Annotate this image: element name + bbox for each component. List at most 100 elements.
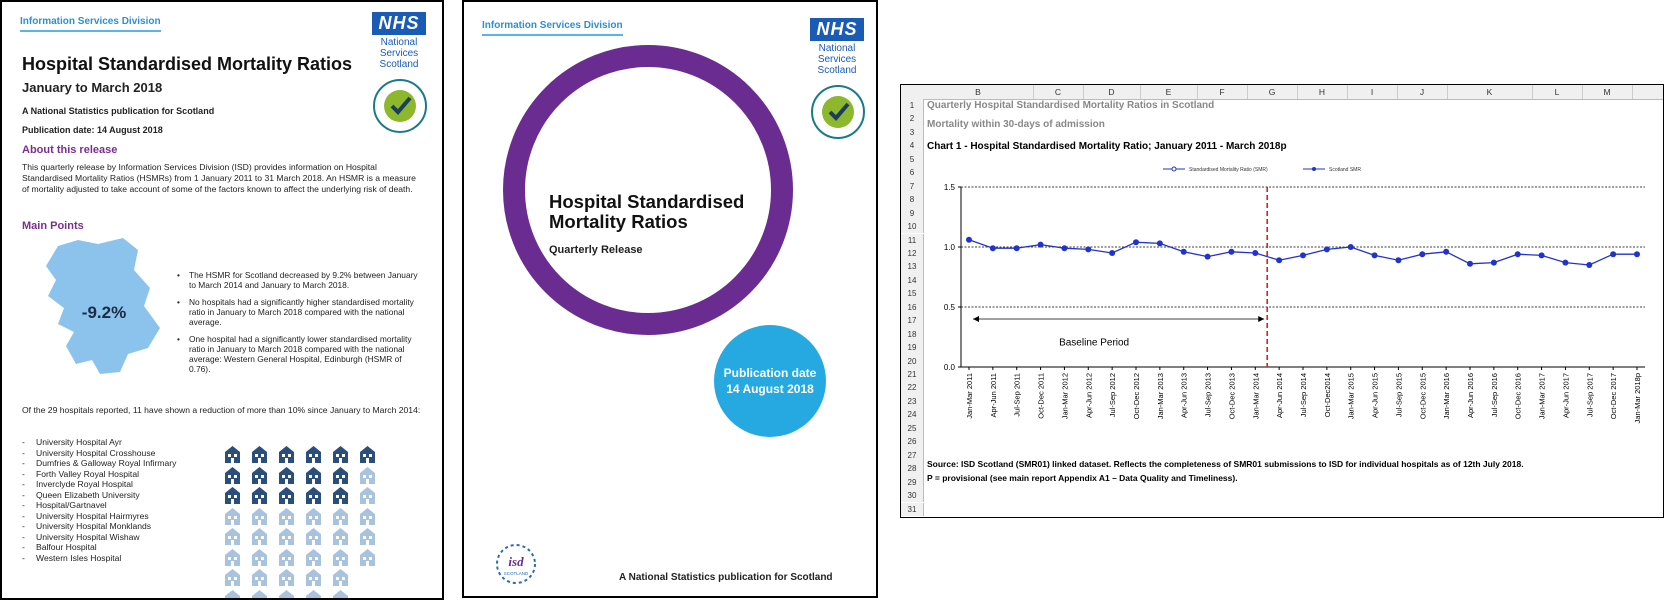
column-header[interactable]: L	[1532, 85, 1583, 99]
data-point	[1300, 252, 1306, 259]
x-tick-label: Jan-Mar 2011	[965, 373, 974, 419]
about-heading: About this release	[22, 144, 118, 156]
hospital-building-icon	[360, 548, 375, 566]
row-header[interactable]: 25	[901, 421, 924, 436]
hospital-building-icon	[225, 548, 240, 566]
row-header[interactable]: 9	[901, 206, 924, 221]
x-tick-label: Oct-Dec 2016	[1514, 373, 1523, 419]
x-tick-label: Oct-Dec 2015	[1418, 373, 1427, 419]
hospital-item: University Hospital Wishaw	[22, 532, 176, 543]
x-tick-label: Jan-Mar 2016	[1442, 373, 1451, 419]
column-header[interactable]: I	[1347, 85, 1398, 99]
hospital-building-icon	[360, 466, 375, 484]
row-header[interactable]: 12	[901, 246, 924, 261]
hospital-building-icon	[225, 446, 240, 463]
column-header[interactable]: G	[1247, 85, 1298, 99]
column-header[interactable]: J	[1397, 85, 1448, 99]
row-header[interactable]: 4	[901, 139, 924, 153]
row-header[interactable]: 7	[901, 179, 924, 194]
x-tick-label: Apr-Jun 2011	[989, 373, 998, 417]
row-header[interactable]: 28	[901, 462, 924, 476]
nhs-logo: NHS National Services Scotland	[806, 18, 868, 76]
row-header[interactable]: 23	[901, 394, 924, 409]
row-header[interactable]: 19	[901, 341, 924, 355]
row-header[interactable]: 22	[901, 381, 924, 395]
data-point	[966, 236, 972, 243]
hospital-building-icon	[225, 569, 240, 586]
data-point	[1180, 248, 1187, 255]
row-header[interactable]: 13	[901, 260, 924, 274]
column-header[interactable]: C	[1033, 85, 1084, 99]
hospital-building-icon	[306, 487, 321, 504]
map-value: -9.2%	[82, 303, 126, 322]
data-point	[1443, 248, 1450, 255]
y-tick-label: 0.0	[944, 363, 956, 372]
icon-row	[224, 507, 376, 526]
data-point	[1013, 245, 1020, 252]
row-header[interactable]: 1	[901, 99, 924, 113]
column-header[interactable]: H	[1297, 85, 1348, 99]
publication-date: Publication date: 14 August 2018	[22, 125, 163, 135]
row-header[interactable]: 5	[901, 152, 924, 167]
main-point: No hospitals had a significantly higher …	[177, 297, 422, 327]
data-point	[1252, 250, 1259, 256]
hospital-building-icon	[306, 466, 321, 484]
row-header[interactable]: 3	[901, 125, 924, 140]
row-header[interactable]: 15	[901, 287, 924, 301]
sheet-subtitle: Mortality within 30-days of admission	[927, 119, 1105, 130]
row-header[interactable]: 8	[901, 193, 924, 207]
x-tick-label: Jul-Sep 2014	[1299, 373, 1308, 417]
row-header[interactable]: 18	[901, 327, 924, 342]
row-header[interactable]: 16	[901, 300, 924, 315]
source-note: Source: ISD Scotland (SMR01) linked data…	[927, 459, 1524, 469]
hospital-building-icon	[279, 548, 294, 566]
main-point: One hospital had a significantly lower s…	[177, 334, 422, 374]
hospital-building-icon	[252, 466, 267, 484]
x-tick-label: Oct-Dec 2012	[1132, 373, 1141, 419]
row-header[interactable]: 31	[901, 502, 924, 516]
row-header[interactable]: 6	[901, 166, 924, 180]
hospital-item: University Hospital Monklands	[22, 521, 176, 532]
hospital-item: Balfour Hospital	[22, 542, 176, 553]
column-header[interactable]: E	[1140, 85, 1198, 99]
hospital-item: Western Isles Hospital	[22, 553, 176, 564]
data-point	[1133, 239, 1139, 246]
data-point	[1037, 241, 1044, 248]
hospital-building-icon	[333, 569, 348, 586]
provisional-note: P = provisional (see main report Appendi…	[927, 473, 1238, 483]
x-tick-label: Jan-Mar 2018p	[1633, 373, 1642, 423]
x-tick-label: Apr-Jun 2015	[1371, 373, 1380, 418]
legend-marker	[1312, 167, 1316, 171]
data-point	[1085, 246, 1092, 253]
hospital-building-icon	[225, 487, 240, 504]
hospital-building-icon	[279, 528, 294, 545]
x-tick-label: Jul-Sep 2016	[1490, 373, 1499, 417]
hospital-building-icon	[360, 528, 375, 545]
row-header[interactable]: 10	[901, 220, 924, 234]
row-header[interactable]: 30	[901, 489, 924, 503]
row-header[interactable]: 24	[901, 408, 924, 422]
hospital-building-icon	[225, 589, 240, 598]
column-header[interactable]: B	[923, 85, 1034, 99]
column-header[interactable]: K	[1447, 85, 1533, 99]
row-header[interactable]: 29	[901, 475, 924, 490]
row-header[interactable]: 11	[901, 233, 924, 247]
column-header[interactable]: M	[1582, 85, 1633, 99]
row-header[interactable]: 27	[901, 448, 924, 463]
x-tick-label: Oct-Dec 2011	[1037, 373, 1046, 419]
row-header[interactable]: 17	[901, 314, 924, 328]
row-header[interactable]: 20	[901, 354, 924, 368]
icon-row	[224, 466, 376, 485]
sheet-title: Quarterly Hospital Standardised Mortalit…	[927, 100, 1215, 111]
row-header[interactable]: 26	[901, 435, 924, 449]
data-point	[989, 245, 996, 252]
column-header[interactable]: F	[1197, 85, 1248, 99]
column-header[interactable]: D	[1083, 85, 1141, 99]
x-tick-label: Jan-Mar 2013	[1156, 373, 1165, 419]
row-header[interactable]: 21	[901, 368, 924, 382]
row-header[interactable]: 2	[901, 112, 924, 126]
scotland-map-icon: -9.2%	[46, 238, 160, 374]
row-header[interactable]: 14	[901, 273, 924, 288]
data-point	[1371, 252, 1378, 259]
x-tick-label: Apr-Jun 2016	[1466, 373, 1475, 418]
